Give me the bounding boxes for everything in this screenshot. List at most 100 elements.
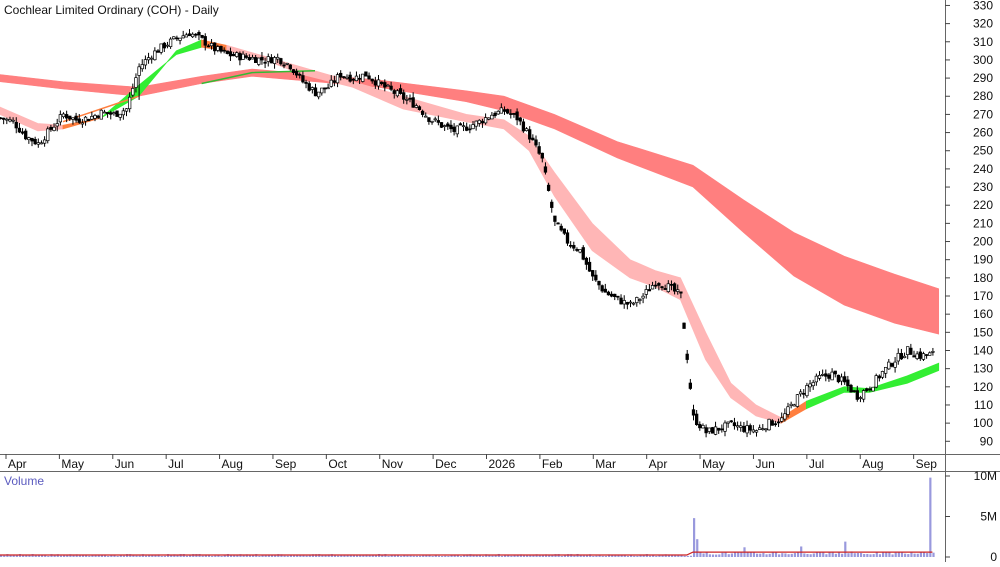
candle-body bbox=[880, 371, 885, 378]
volume-bar bbox=[160, 555, 163, 557]
volume-bar bbox=[66, 555, 69, 557]
volume-bar bbox=[463, 554, 466, 557]
volume-bar bbox=[409, 555, 412, 557]
volume-bar bbox=[94, 554, 97, 557]
volume-bar bbox=[746, 551, 749, 557]
candle-body bbox=[27, 137, 31, 141]
volume-bar bbox=[211, 555, 214, 557]
volume-bar bbox=[283, 555, 286, 557]
candle-body bbox=[581, 247, 585, 260]
volume-bar bbox=[929, 477, 932, 557]
candle-body bbox=[446, 123, 450, 127]
candle-body bbox=[638, 299, 642, 301]
volume-bar bbox=[264, 555, 267, 557]
candle-body bbox=[225, 50, 229, 54]
volume-bar bbox=[513, 554, 516, 557]
volume-bar bbox=[809, 554, 812, 557]
volume-bar bbox=[390, 555, 393, 557]
candle-body bbox=[137, 66, 141, 76]
volume-bar bbox=[680, 555, 683, 557]
volume-bar bbox=[620, 555, 623, 557]
candle-body bbox=[465, 126, 469, 131]
candle-body bbox=[890, 363, 894, 367]
volume-bar bbox=[831, 551, 834, 557]
candle-body bbox=[635, 297, 639, 304]
month-tick-label: 2026 bbox=[489, 457, 516, 471]
volume-bar bbox=[535, 554, 538, 557]
candle-body bbox=[698, 423, 702, 429]
price-tick-label: 280 bbox=[973, 89, 993, 103]
candle-body bbox=[335, 74, 340, 84]
price-tick-label: 300 bbox=[973, 53, 993, 67]
price-tick-label: 290 bbox=[973, 71, 993, 85]
price-tick-label: 90 bbox=[980, 434, 994, 448]
volume-bar bbox=[563, 554, 567, 557]
candle-body bbox=[814, 375, 818, 383]
price-tick-label: 330 bbox=[973, 0, 993, 12]
candle-body bbox=[433, 118, 437, 121]
volume-bar bbox=[311, 554, 315, 557]
candle-body bbox=[644, 289, 648, 295]
candle-body bbox=[354, 75, 359, 82]
volume-bar bbox=[418, 555, 422, 557]
volume-bar bbox=[163, 555, 166, 557]
volume-bar bbox=[343, 554, 346, 557]
volume-bar bbox=[393, 555, 396, 557]
volume-bar bbox=[882, 552, 885, 557]
candle-body bbox=[329, 79, 333, 87]
volume-bar bbox=[834, 553, 837, 557]
volume-bar bbox=[481, 555, 485, 557]
volume-bar bbox=[91, 554, 94, 557]
candle-body bbox=[332, 80, 337, 83]
volume-bar bbox=[626, 555, 630, 557]
volume-bar bbox=[368, 554, 371, 557]
candle-body bbox=[899, 353, 904, 360]
candle-body bbox=[172, 36, 176, 40]
price-tick-label: 240 bbox=[973, 162, 993, 176]
month-tick-label: Nov bbox=[382, 457, 403, 471]
candle-body bbox=[499, 107, 503, 114]
volume-bar bbox=[916, 553, 919, 557]
candle-body bbox=[206, 45, 211, 48]
volume-bar bbox=[579, 554, 582, 557]
volume-bar bbox=[144, 555, 148, 557]
volume-bar bbox=[708, 554, 711, 557]
volume-bar bbox=[258, 555, 261, 557]
candle-body bbox=[767, 418, 771, 431]
volume-bar bbox=[396, 555, 400, 557]
candle-body bbox=[543, 166, 548, 173]
volume-bar bbox=[37, 555, 40, 557]
candle-body bbox=[921, 353, 926, 360]
volume-bar bbox=[683, 555, 686, 557]
candle-body bbox=[241, 53, 245, 60]
candle-body bbox=[408, 97, 412, 100]
volume-bar bbox=[749, 551, 752, 557]
volume-bar bbox=[623, 554, 626, 557]
candle-body bbox=[672, 283, 677, 292]
candle-body bbox=[269, 57, 274, 64]
volume-bar bbox=[718, 554, 721, 557]
volume-bar bbox=[53, 554, 56, 557]
candle-body bbox=[61, 113, 66, 118]
candle-body bbox=[808, 383, 812, 388]
candle-body bbox=[405, 99, 409, 101]
candle-body bbox=[861, 390, 866, 400]
volume-bar bbox=[355, 555, 359, 557]
candle-body bbox=[99, 109, 103, 120]
volume-bar bbox=[201, 555, 204, 557]
volume-bar bbox=[40, 554, 44, 557]
candle-body bbox=[874, 375, 878, 388]
candle-body bbox=[773, 423, 778, 426]
volume-bar bbox=[504, 554, 507, 557]
candle-body bbox=[8, 119, 12, 122]
volume-bar bbox=[274, 554, 277, 557]
volume-bar bbox=[75, 554, 78, 557]
volume-bar bbox=[63, 555, 66, 557]
candle-body bbox=[798, 391, 803, 395]
volume-bar bbox=[170, 554, 173, 557]
volume-bar bbox=[614, 554, 617, 557]
candle-body bbox=[789, 403, 793, 406]
candle-body bbox=[364, 71, 368, 77]
candle-body bbox=[244, 55, 248, 58]
